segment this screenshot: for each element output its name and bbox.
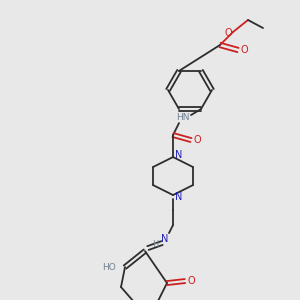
Text: O: O [193,135,201,145]
Text: O: O [240,45,248,55]
Text: O: O [187,276,195,286]
Text: HO: HO [102,262,116,272]
Text: N: N [161,234,169,244]
Text: N: N [175,150,183,160]
Text: H: H [152,240,158,249]
Text: O: O [224,28,232,38]
Text: HN: HN [176,112,190,122]
Text: N: N [175,192,183,202]
